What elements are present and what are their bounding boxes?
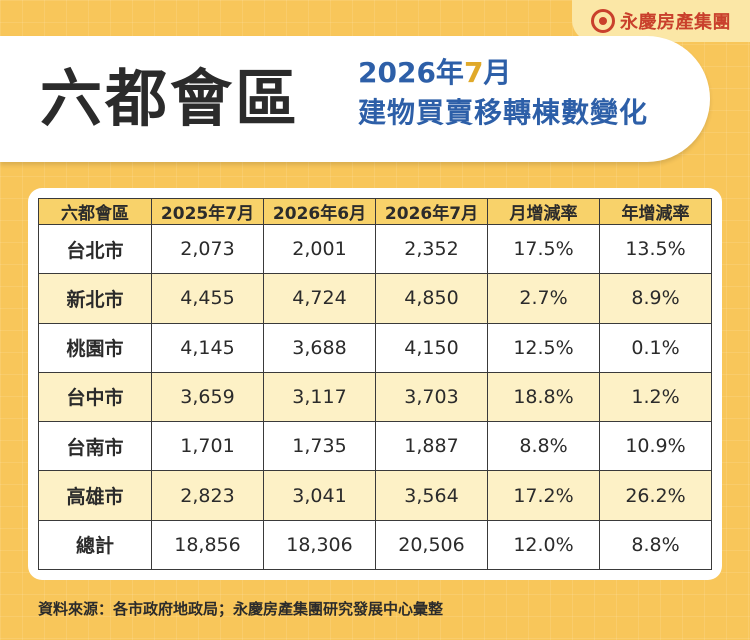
table-row-total: 總計 18,856 18,306 20,506 12.0% 8.8% bbox=[38, 519, 712, 571]
table-cell: 17.2% bbox=[487, 470, 600, 521]
table-row: 台北市 2,073 2,001 2,352 17.5% 13.5% bbox=[38, 223, 712, 275]
table-cell: 2,073 bbox=[151, 223, 264, 275]
table-cell: 18,856 bbox=[151, 519, 264, 571]
subtitle-date: 2026年7月 bbox=[358, 56, 512, 89]
table-cell: 3,117 bbox=[263, 371, 376, 423]
table-row: 台中市 3,659 3,117 3,703 18.8% 1.2% bbox=[38, 371, 712, 423]
table-cell: 18.8% bbox=[487, 371, 600, 423]
table-cell: 8.8% bbox=[487, 421, 600, 472]
logo-text: 永慶房產集團 bbox=[620, 12, 731, 33]
table-cell: 1,887 bbox=[375, 421, 488, 472]
table-cell: 台北市 bbox=[38, 223, 152, 275]
table-cell: 4,145 bbox=[151, 322, 264, 373]
table-cell: 1.2% bbox=[599, 371, 712, 423]
table-cell: 3,659 bbox=[151, 371, 264, 423]
yongqing-logo-icon bbox=[591, 9, 615, 33]
table-cell: 3,688 bbox=[263, 322, 376, 373]
data-table: 六都會區 2025年7月 2026年6月 2026年7月 月增減率 年增減率 台… bbox=[38, 198, 712, 571]
table-cell: 4,455 bbox=[151, 273, 264, 324]
table-cell: 高雄市 bbox=[38, 470, 152, 521]
subtitle-month: 7 bbox=[463, 56, 484, 89]
header-cell: 年增減率 bbox=[599, 198, 712, 225]
table-header-row: 六都會區 2025年7月 2026年6月 2026年7月 月增減率 年增減率 bbox=[38, 198, 712, 225]
table-card: 六都會區 2025年7月 2026年6月 2026年7月 月增減率 年增減率 台… bbox=[28, 188, 722, 580]
table-cell: 10.9% bbox=[599, 421, 712, 472]
subtitle-description: 建物買賣移轉棟數變化 bbox=[358, 96, 649, 129]
table-cell: 2.7% bbox=[487, 273, 600, 324]
table-cell: 總計 bbox=[38, 519, 152, 571]
header-cell: 六都會區 bbox=[38, 198, 152, 225]
table-cell: 8.9% bbox=[599, 273, 712, 324]
header-cell: 2025年7月 bbox=[151, 198, 264, 225]
table-cell: 2,823 bbox=[151, 470, 264, 521]
logo-tab: 永慶房產集團 bbox=[572, 0, 750, 42]
table-cell: 4,850 bbox=[375, 273, 488, 324]
subtitle-month-suffix: 月 bbox=[483, 56, 512, 89]
table-cell: 8.8% bbox=[599, 519, 712, 571]
table-row: 高雄市 2,823 3,041 3,564 17.2% 26.2% bbox=[38, 470, 712, 521]
table-row: 台南市 1,701 1,735 1,887 8.8% 10.9% bbox=[38, 421, 712, 472]
page-title: 六都會區 bbox=[40, 62, 301, 135]
table-cell: 0.1% bbox=[599, 322, 712, 373]
table-cell: 1,701 bbox=[151, 421, 264, 472]
table-row: 新北市 4,455 4,724 4,850 2.7% 8.9% bbox=[38, 273, 712, 324]
source-note: 資料來源：各市政府地政局；永慶房產集團研究發展中心彙整 bbox=[38, 600, 444, 618]
header-banner: 六都會區 2026年7月 建物買賣移轉棟數變化 bbox=[0, 36, 710, 162]
table-cell: 26.2% bbox=[599, 470, 712, 521]
table-cell: 2,352 bbox=[375, 223, 488, 275]
table-cell: 3,564 bbox=[375, 470, 488, 521]
table-cell: 3,703 bbox=[375, 371, 488, 423]
header-cell: 2026年7月 bbox=[375, 198, 488, 225]
table-cell: 桃園市 bbox=[38, 322, 152, 373]
table-cell: 3,041 bbox=[263, 470, 376, 521]
table-cell: 4,150 bbox=[375, 322, 488, 373]
table-cell: 台南市 bbox=[38, 421, 152, 472]
table-cell: 4,724 bbox=[263, 273, 376, 324]
table-row: 桃園市 4,145 3,688 4,150 12.5% 0.1% bbox=[38, 322, 712, 373]
header-cell: 月增減率 bbox=[487, 198, 600, 225]
table-cell: 2,001 bbox=[263, 223, 376, 275]
table-cell: 12.5% bbox=[487, 322, 600, 373]
table-cell: 17.5% bbox=[487, 223, 600, 275]
table-cell: 13.5% bbox=[599, 223, 712, 275]
table-cell: 台中市 bbox=[38, 371, 152, 423]
table-cell: 18,306 bbox=[263, 519, 376, 571]
table-cell: 新北市 bbox=[38, 273, 152, 324]
header-cell: 2026年6月 bbox=[263, 198, 376, 225]
table-cell: 1,735 bbox=[263, 421, 376, 472]
table-cell: 20,506 bbox=[375, 519, 488, 571]
table-cell: 12.0% bbox=[487, 519, 600, 571]
subtitle-year: 2026年 bbox=[358, 56, 464, 89]
